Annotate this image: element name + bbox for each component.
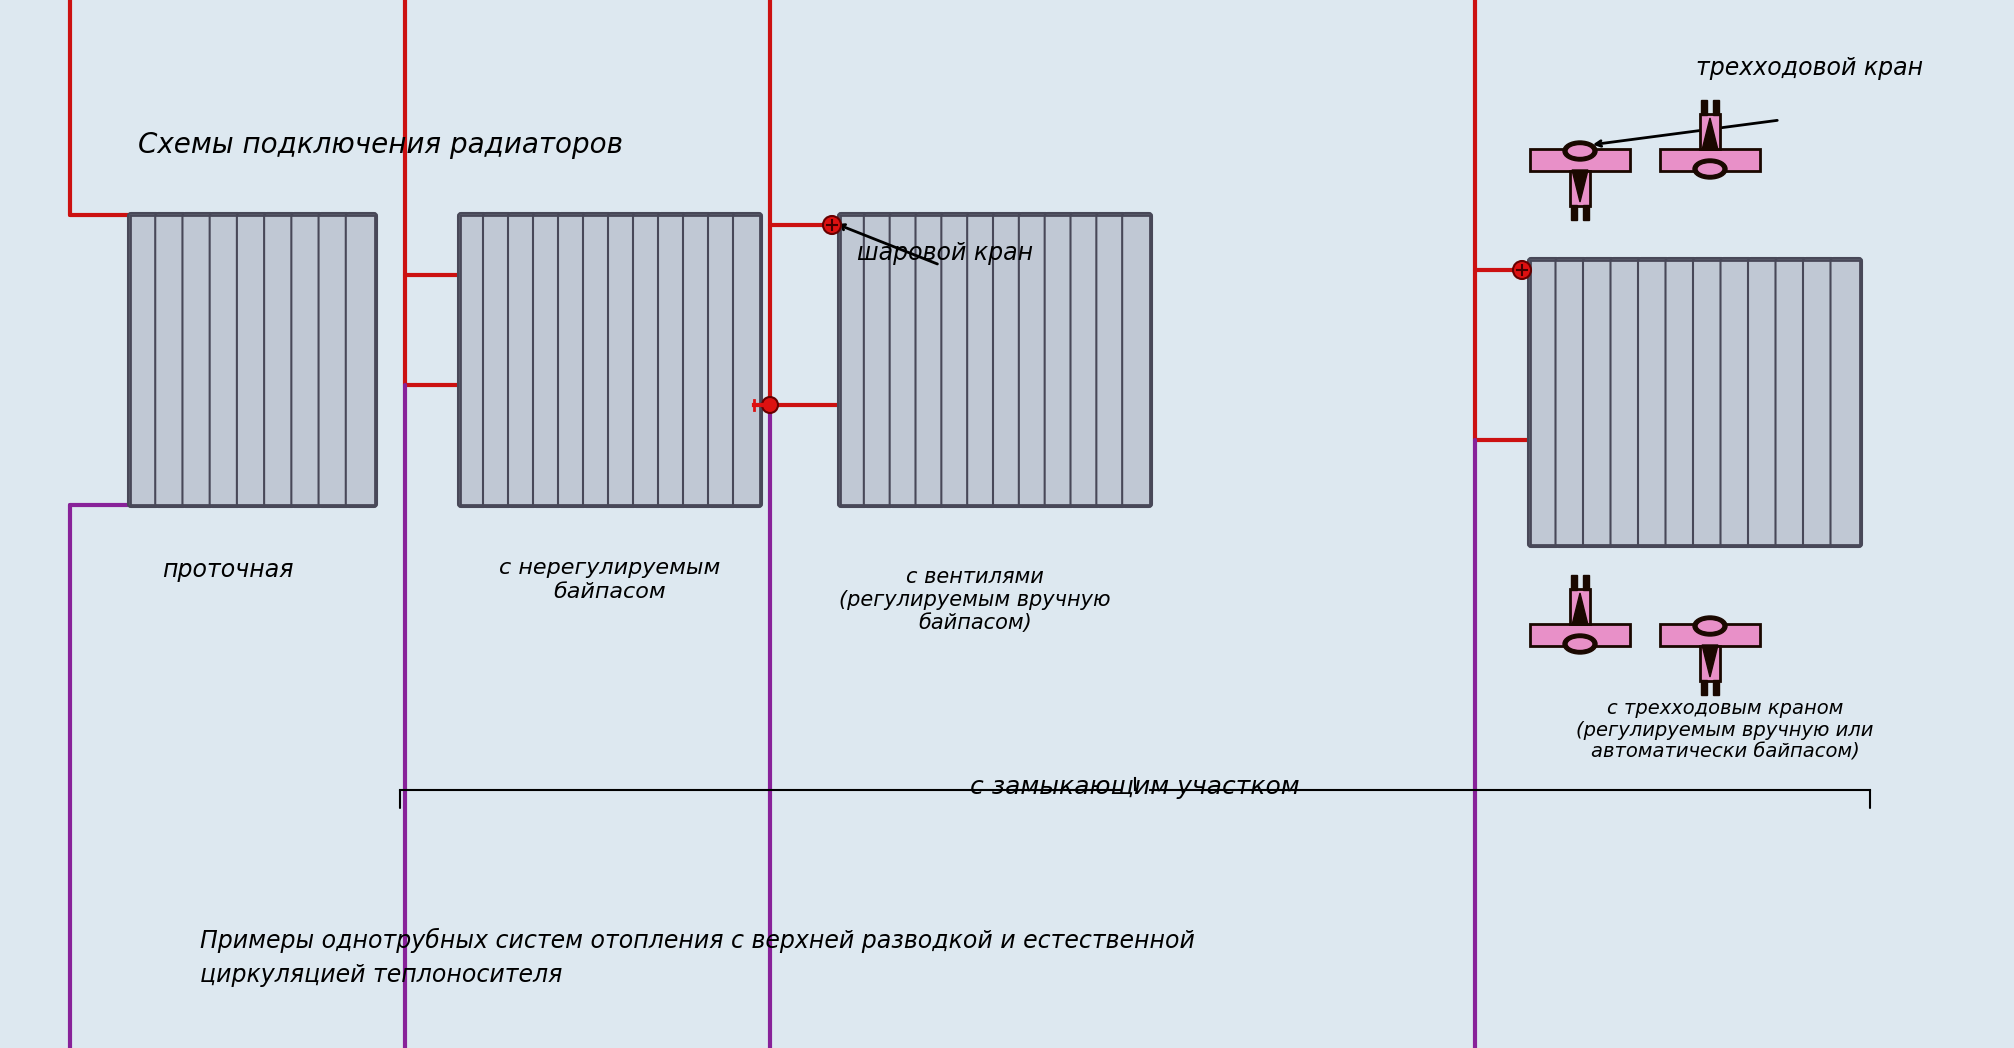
FancyBboxPatch shape <box>1720 258 1752 547</box>
Text: с замыкающим участком: с замыкающим участком <box>971 776 1299 799</box>
Text: Схемы подключения радиаторов: Схемы подключения радиаторов <box>137 131 622 159</box>
Ellipse shape <box>1694 616 1726 636</box>
Polygon shape <box>1702 118 1718 150</box>
Ellipse shape <box>1694 159 1726 179</box>
Text: Примеры однотрубных систем отопления с верхней разводкой и естественной: Примеры однотрубных систем отопления с в… <box>199 927 1194 953</box>
FancyBboxPatch shape <box>1611 258 1641 547</box>
FancyBboxPatch shape <box>890 213 920 507</box>
Bar <box>1714 680 1720 695</box>
FancyBboxPatch shape <box>916 213 945 507</box>
FancyBboxPatch shape <box>659 213 687 507</box>
FancyBboxPatch shape <box>534 213 562 507</box>
Text: с трехходовым краном
(регулируемым вручную или
автоматически байпасом): с трехходовым краном (регулируемым вручн… <box>1577 699 1873 762</box>
Bar <box>1571 205 1577 220</box>
FancyBboxPatch shape <box>941 213 971 507</box>
FancyBboxPatch shape <box>1555 258 1587 547</box>
FancyBboxPatch shape <box>483 213 512 507</box>
Bar <box>1700 646 1720 681</box>
FancyBboxPatch shape <box>457 213 487 507</box>
Text: циркуляцией теплоносителя: циркуляцией теплоносителя <box>199 963 562 987</box>
FancyBboxPatch shape <box>238 213 268 507</box>
FancyBboxPatch shape <box>318 213 350 507</box>
Bar <box>1571 575 1577 590</box>
Bar <box>1702 100 1708 115</box>
Bar <box>1531 149 1629 171</box>
Ellipse shape <box>1563 141 1597 161</box>
FancyBboxPatch shape <box>1045 213 1075 507</box>
FancyBboxPatch shape <box>183 213 213 507</box>
Text: с нерегулируемым
байпасом: с нерегулируемым байпасом <box>499 559 721 602</box>
FancyBboxPatch shape <box>292 213 322 507</box>
Text: шаровой кран: шаровой кран <box>856 241 1033 265</box>
Bar <box>1660 624 1760 646</box>
FancyBboxPatch shape <box>1096 213 1126 507</box>
FancyBboxPatch shape <box>1637 258 1670 547</box>
FancyBboxPatch shape <box>264 213 296 507</box>
FancyBboxPatch shape <box>1666 258 1698 547</box>
FancyBboxPatch shape <box>864 213 894 507</box>
FancyBboxPatch shape <box>608 213 636 507</box>
FancyBboxPatch shape <box>1529 258 1559 547</box>
FancyBboxPatch shape <box>1071 213 1100 507</box>
Polygon shape <box>1702 645 1718 677</box>
Bar <box>1571 589 1589 624</box>
FancyBboxPatch shape <box>709 213 737 507</box>
Circle shape <box>824 216 842 234</box>
FancyBboxPatch shape <box>838 213 868 507</box>
Polygon shape <box>1573 593 1587 625</box>
FancyBboxPatch shape <box>683 213 713 507</box>
FancyBboxPatch shape <box>209 213 242 507</box>
Circle shape <box>1513 261 1531 279</box>
FancyBboxPatch shape <box>155 213 187 507</box>
Bar <box>1702 680 1708 695</box>
Bar <box>1531 624 1629 646</box>
FancyBboxPatch shape <box>1019 213 1049 507</box>
Bar <box>1583 575 1589 590</box>
Ellipse shape <box>1698 619 1724 633</box>
Bar <box>1700 114 1720 149</box>
Circle shape <box>761 397 777 413</box>
FancyBboxPatch shape <box>967 213 997 507</box>
Ellipse shape <box>1563 634 1597 654</box>
FancyBboxPatch shape <box>129 213 159 507</box>
FancyBboxPatch shape <box>1748 258 1780 547</box>
Ellipse shape <box>1567 145 1593 157</box>
FancyBboxPatch shape <box>1583 258 1615 547</box>
FancyBboxPatch shape <box>508 213 538 507</box>
Bar <box>840 215 1150 505</box>
Ellipse shape <box>1567 637 1593 651</box>
Bar <box>1714 100 1720 115</box>
Bar <box>1571 171 1589 206</box>
FancyBboxPatch shape <box>582 213 612 507</box>
Bar <box>1583 205 1589 220</box>
FancyBboxPatch shape <box>558 213 586 507</box>
FancyBboxPatch shape <box>733 213 761 507</box>
Text: проточная: проточная <box>161 558 294 582</box>
Text: с вентилями
(регулируемым вручную
байпасом): с вентилями (регулируемым вручную байпас… <box>840 567 1112 633</box>
FancyBboxPatch shape <box>993 213 1023 507</box>
FancyBboxPatch shape <box>1122 213 1152 507</box>
Text: трехходовой кран: трехходовой кран <box>1696 56 1923 80</box>
Bar <box>1660 149 1760 171</box>
Bar <box>459 215 759 505</box>
FancyBboxPatch shape <box>346 213 377 507</box>
FancyBboxPatch shape <box>632 213 663 507</box>
Bar <box>1531 260 1861 545</box>
FancyBboxPatch shape <box>1831 258 1863 547</box>
Bar <box>131 215 375 505</box>
FancyBboxPatch shape <box>1694 258 1724 547</box>
Polygon shape <box>1573 170 1587 202</box>
Ellipse shape <box>1698 162 1724 175</box>
FancyBboxPatch shape <box>1776 258 1807 547</box>
FancyBboxPatch shape <box>1803 258 1835 547</box>
